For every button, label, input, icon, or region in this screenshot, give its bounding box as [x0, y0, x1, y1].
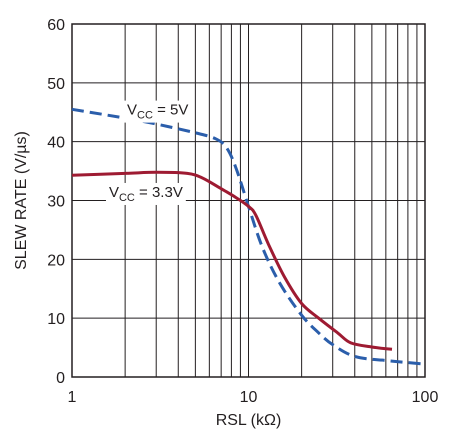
- annotation-vcc-3v3: VCC = 3.3V: [105, 182, 186, 205]
- annotation-vcc-5v-text: VCC = 5V: [127, 102, 188, 122]
- grid: [72, 24, 425, 377]
- annotation-vcc-5v: VCC = 5V: [124, 100, 192, 123]
- annotation-vcc-3v3-text: VCC = 3.3V: [109, 184, 183, 204]
- x-axis-title: RSL (kΩ): [216, 412, 282, 429]
- y-tick-label: 30: [47, 194, 65, 211]
- series-line-vcc-3v3: [71, 170, 393, 351]
- tick-labels: 0 10 20 30 40 50 60 1 10 100: [47, 17, 438, 406]
- x-tick-label: 100: [412, 389, 439, 406]
- y-tick-label: 60: [47, 17, 65, 34]
- y-tick-label: 10: [47, 311, 65, 328]
- plot-frame: [71, 23, 426, 378]
- y-tick-label: 50: [47, 76, 65, 93]
- series-line-vcc-5v: [71, 107, 426, 366]
- x-tick-label: 10: [240, 389, 258, 406]
- y-tick-label: 40: [47, 135, 65, 152]
- y-tick-label: 0: [56, 370, 65, 387]
- y-axis-title: SLEW RATE (V/µs): [13, 131, 30, 270]
- y-tick-label: 20: [47, 252, 65, 269]
- x-tick-label: 1: [68, 389, 77, 406]
- series-layer: [71, 107, 426, 366]
